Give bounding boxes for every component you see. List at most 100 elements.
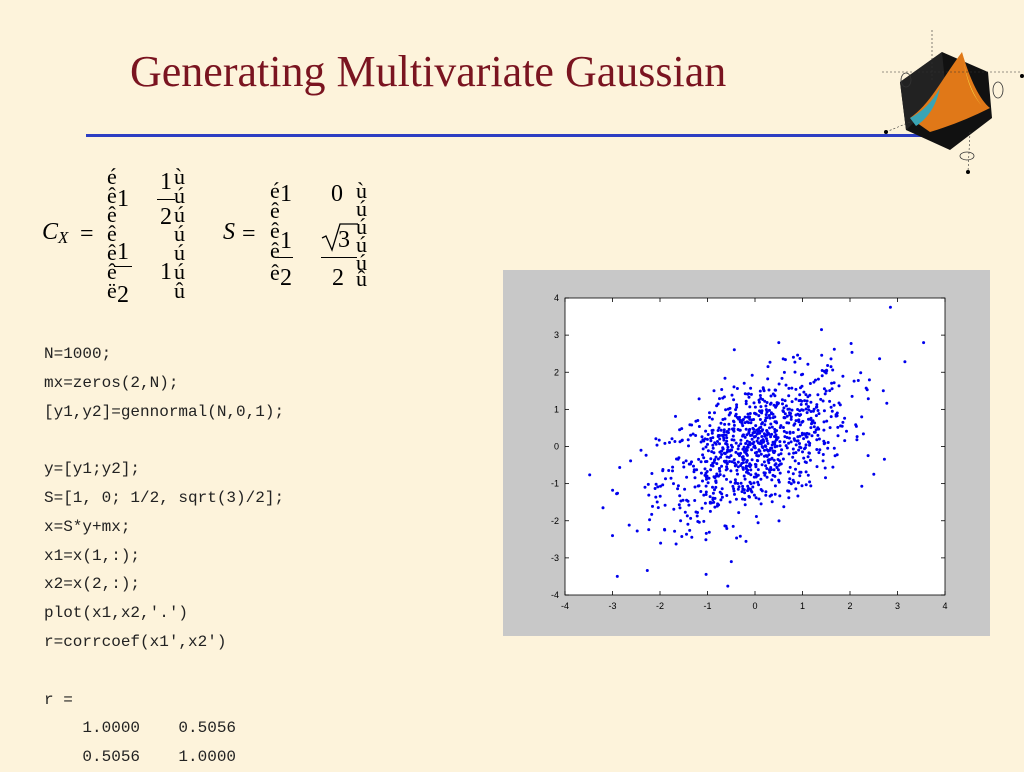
scatter-point xyxy=(615,574,619,578)
scatter-point xyxy=(704,445,708,449)
scatter-point xyxy=(790,400,794,404)
scatter-point xyxy=(736,465,740,469)
scatter-point xyxy=(763,444,767,448)
scatter-point xyxy=(798,393,802,397)
scatter-point xyxy=(829,365,833,369)
scatter-point xyxy=(674,542,678,546)
scatter-point xyxy=(796,412,800,416)
scatter-point xyxy=(611,534,614,538)
scatter-point xyxy=(732,398,736,402)
scatter-point xyxy=(615,492,619,496)
scatter-point xyxy=(744,442,748,445)
scatter-point xyxy=(711,443,715,447)
scatter-point xyxy=(787,480,791,484)
x-tick-label: 1 xyxy=(800,601,805,611)
scatter-point xyxy=(712,389,716,393)
scatter-point xyxy=(701,453,705,457)
scatter-point xyxy=(724,408,728,412)
scatter-point xyxy=(822,409,826,413)
scatter-point xyxy=(829,357,833,361)
scatter-point xyxy=(776,402,780,406)
scatter-point xyxy=(724,442,728,446)
scatter-point xyxy=(721,447,725,451)
scatter-point xyxy=(783,358,787,362)
scatter-point xyxy=(802,437,806,441)
scatter-point xyxy=(667,469,671,472)
scatter-point xyxy=(758,389,762,393)
scatter-point xyxy=(703,467,707,471)
scatter-point xyxy=(816,426,820,430)
scatter-point xyxy=(669,476,673,480)
scatter-point xyxy=(799,446,803,450)
code-line: plot(x1,x2,'.') xyxy=(44,604,189,623)
scatter-point xyxy=(803,399,807,403)
scatter-point xyxy=(746,445,750,449)
scatter-point xyxy=(726,584,730,588)
scatter-point xyxy=(734,441,738,445)
scatter-point xyxy=(723,376,727,380)
scatter-point xyxy=(822,439,826,443)
scatter-points xyxy=(588,305,926,588)
scatter-point xyxy=(772,468,776,472)
scatter-point xyxy=(661,483,665,487)
scatter-point xyxy=(829,415,833,419)
scatter-point xyxy=(721,396,725,400)
scatter-point xyxy=(655,500,659,504)
cx-left-bracket-5: ê xyxy=(107,240,117,265)
scatter-point xyxy=(787,489,791,493)
scatter-point xyxy=(701,479,704,483)
scatter-point xyxy=(745,470,748,474)
scatter-point xyxy=(769,412,773,415)
cx-m22: 1 xyxy=(160,259,172,285)
scatter-point xyxy=(771,449,775,453)
scatter-point xyxy=(656,485,660,489)
s-m21-num: 1 xyxy=(280,228,292,254)
scatter-point xyxy=(763,423,767,427)
scatter-point xyxy=(699,460,703,464)
scatter-point xyxy=(704,490,708,494)
scatter-point xyxy=(830,409,834,413)
scatter-point xyxy=(761,398,765,401)
cx-left-bracket-3: ê xyxy=(107,202,117,227)
scatter-point xyxy=(789,482,793,486)
scatter-point xyxy=(764,404,768,408)
scatter-point xyxy=(764,493,768,497)
scatter-point xyxy=(728,406,732,410)
cx-m12-den: 2 xyxy=(160,204,172,230)
scatter-point xyxy=(922,341,926,345)
scatter-point xyxy=(752,435,756,439)
scatter-point xyxy=(778,471,782,475)
scatter-point xyxy=(744,402,748,406)
scatter-point xyxy=(824,389,828,393)
cx-right-bracket-7: û xyxy=(174,278,185,303)
scatter-point xyxy=(717,426,721,430)
scatter-point xyxy=(693,499,697,502)
code-line: 0.5056 1.0000 xyxy=(44,748,237,767)
scatter-point xyxy=(766,459,770,462)
scatter-point xyxy=(801,450,804,454)
scatter-point xyxy=(679,519,683,523)
scatter-point xyxy=(689,516,693,520)
scatter-point xyxy=(683,510,687,514)
scatter-point xyxy=(720,433,724,437)
scatter-point xyxy=(681,498,685,502)
scatter-point xyxy=(711,485,714,489)
scatter-point xyxy=(768,470,772,474)
scatter-point xyxy=(776,458,780,461)
scatter-point xyxy=(762,387,765,391)
scatter-point xyxy=(796,418,800,422)
scatter-point xyxy=(732,423,736,427)
scatter-point xyxy=(799,403,803,406)
scatter-point xyxy=(723,452,727,456)
scatter-point xyxy=(802,456,806,460)
scatter-point xyxy=(772,458,776,462)
scatter-point xyxy=(828,426,832,430)
scatter-point xyxy=(672,482,675,486)
scatter-point xyxy=(729,454,733,458)
scatter-point xyxy=(809,418,813,421)
scatter-point xyxy=(748,405,752,409)
scatter-point xyxy=(841,374,845,378)
scatter-point xyxy=(690,460,693,464)
scatter-point xyxy=(678,494,682,498)
scatter-point xyxy=(704,531,708,535)
